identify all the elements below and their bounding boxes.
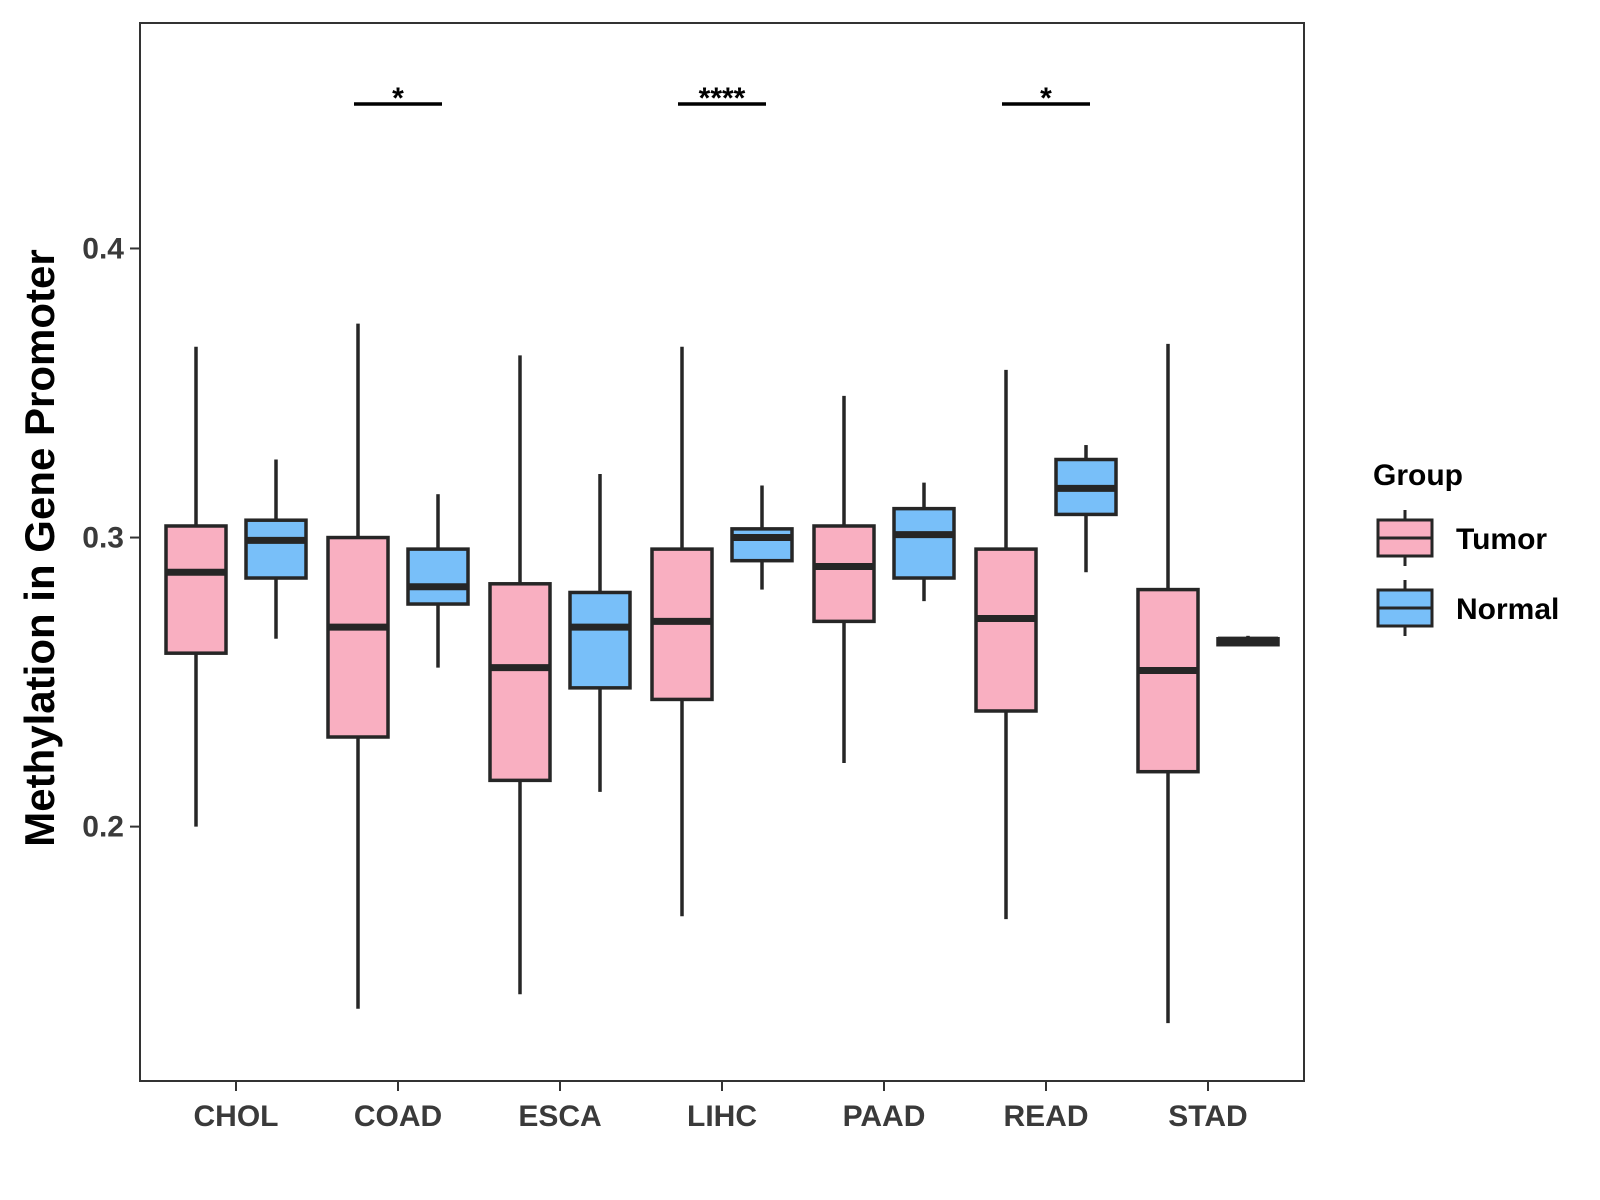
box-body <box>812 524 876 624</box>
legend: Group Tumor Normal <box>1373 459 1559 636</box>
box-normal-esca <box>568 473 632 792</box>
legend-entry-tumor: Tumor <box>1376 510 1547 566</box>
x-tick-label: COAD <box>354 1100 442 1133</box>
box-body <box>488 582 552 783</box>
significance-label: * <box>392 82 404 115</box>
x-tick-label: READ <box>1003 1100 1088 1133</box>
legend-title: Group <box>1373 459 1463 492</box>
box-tumor-esca <box>488 355 552 995</box>
x-tick-label: LIHC <box>687 1100 757 1133</box>
box-normal-lihc <box>730 485 794 590</box>
box-normal-stad <box>1216 635 1280 647</box>
box-tumor-lihc <box>650 346 714 917</box>
box-tumor-coad <box>326 323 390 1009</box>
box-body <box>406 547 470 606</box>
box-body <box>326 535 390 739</box>
boxes-layer <box>164 323 1280 1024</box>
box-normal-read <box>1054 445 1118 573</box>
box-body <box>244 518 308 580</box>
y-tick-label: 0.3 <box>82 522 124 555</box>
x-tick-label: PAAD <box>843 1100 926 1133</box>
y-tick-label: 0.4 <box>82 232 124 265</box>
box-body <box>892 506 956 580</box>
box-body <box>164 524 228 655</box>
x-tick-label: ESCA <box>518 1100 601 1133</box>
y-tick-label: 0.2 <box>82 811 124 844</box>
x-axis-ticks: CHOL COAD ESCA LIHC PAAD READ STAD <box>194 1081 1248 1133</box>
box-body <box>568 590 632 690</box>
y-axis-ticks: 0.2 0.3 0.4 <box>82 232 140 844</box>
x-tick-label: CHOL <box>194 1100 279 1133</box>
legend-label: Tumor <box>1456 523 1547 556</box>
significance-label: * <box>1040 82 1052 115</box>
box-tumor-paad <box>812 395 876 764</box>
box-body <box>730 527 794 563</box>
box-tumor-stad <box>1136 343 1200 1024</box>
box-normal-chol <box>244 459 308 639</box>
significance-label: **** <box>699 82 746 115</box>
significance-annotations: * **** * <box>354 82 1090 115</box>
y-axis-title: Methylation in Gene Promoter <box>16 249 63 846</box>
legend-label: Normal <box>1456 593 1559 626</box>
box-tumor-read <box>974 369 1038 920</box>
box-body <box>974 547 1038 713</box>
panel-border <box>139 22 1305 1082</box>
legend-entry-normal: Normal <box>1376 580 1559 636</box>
box-body <box>1136 587 1200 774</box>
box-normal-paad <box>892 482 956 602</box>
x-tick-label: STAD <box>1168 1100 1247 1133</box>
box-normal-coad <box>406 494 470 668</box>
box-tumor-chol <box>164 346 228 827</box>
